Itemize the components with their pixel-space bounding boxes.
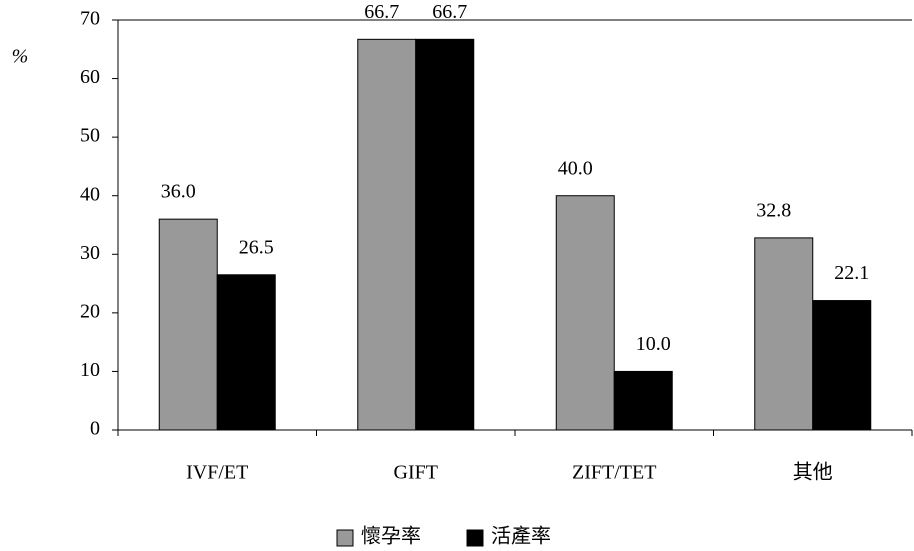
x-tick-label: ZIFT/TET xyxy=(572,462,656,484)
y-tick-label: 40 xyxy=(80,183,100,205)
value-label: 40.0 xyxy=(558,157,593,179)
y-tick-label: 60 xyxy=(80,66,100,88)
bar xyxy=(415,38,475,431)
value-label: 66.7 xyxy=(364,1,399,23)
x-tick-label: GIFT xyxy=(394,462,438,484)
value-label: 32.8 xyxy=(756,199,791,221)
x-tick-label: 其他 xyxy=(793,461,833,484)
y-tick-label: 50 xyxy=(80,125,100,147)
bar xyxy=(812,300,872,431)
bar xyxy=(613,370,673,431)
legend-label: 懷孕率 xyxy=(361,525,421,548)
value-label: 26.5 xyxy=(239,236,274,258)
bar xyxy=(555,195,615,431)
value-label: 66.7 xyxy=(432,1,467,23)
bar xyxy=(754,237,814,431)
bar xyxy=(216,274,276,431)
y-tick-label: 70 xyxy=(80,8,100,30)
value-label: 36.0 xyxy=(161,181,196,203)
legend-swatch xyxy=(336,529,354,547)
legend-swatch xyxy=(466,529,484,547)
y-tick-label: 30 xyxy=(80,242,100,264)
y-tick-label: 20 xyxy=(80,300,100,322)
legend-label: 活產率 xyxy=(491,525,551,548)
y-axis-label: % xyxy=(12,46,29,68)
bar xyxy=(158,218,218,431)
y-tick-label: 0 xyxy=(90,418,100,440)
y-tick-label: 10 xyxy=(80,359,100,381)
x-tick-label: IVF/ET xyxy=(186,462,248,484)
bar xyxy=(357,38,417,431)
value-label: 10.0 xyxy=(636,333,671,355)
value-label: 22.1 xyxy=(834,262,869,284)
